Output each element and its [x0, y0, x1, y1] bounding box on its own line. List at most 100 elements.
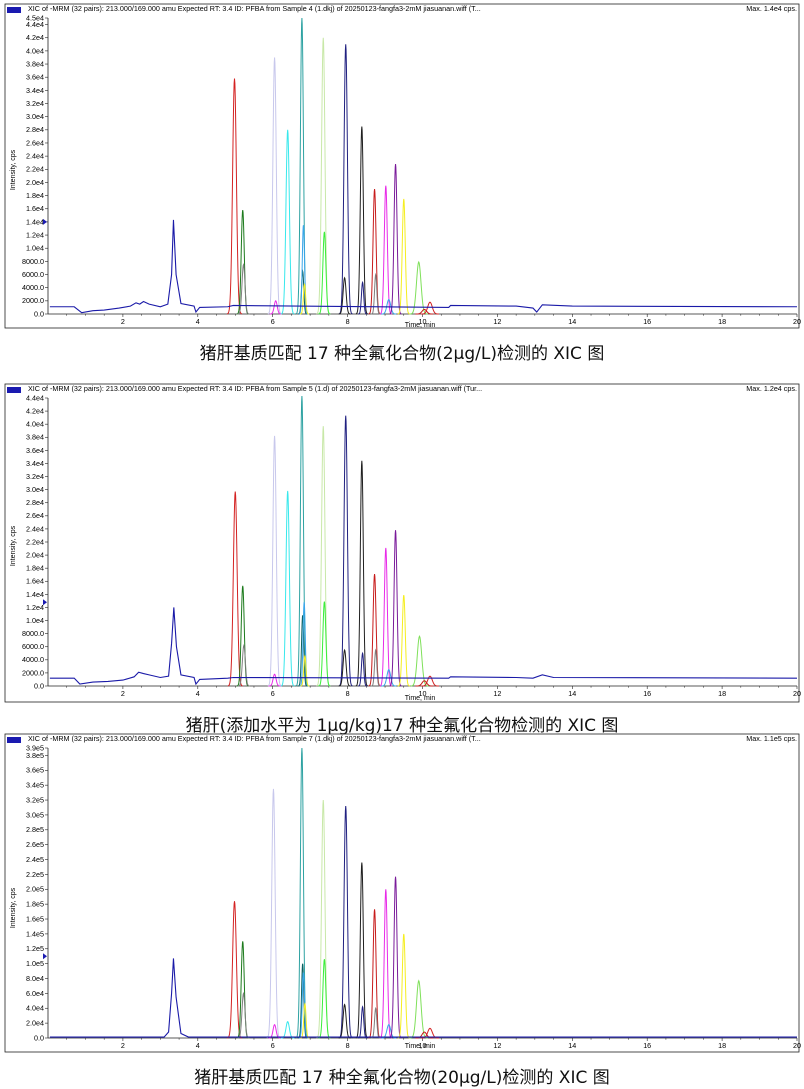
y-tick-label: 0.0: [34, 309, 44, 318]
chromatogram-peak: [381, 298, 397, 315]
x-tick-label: 12: [493, 1041, 501, 1050]
y-tick-label: 3.4e5: [26, 781, 44, 790]
y-tick-label: 3.6e4: [26, 73, 44, 82]
chart-header: XIC of -MRM (32 pairs): 213.000/169.000 …: [28, 734, 481, 743]
chromatogram-peak: [338, 415, 353, 687]
x-tick-label: 2: [121, 1041, 125, 1050]
y-tick-label: 2.6e4: [26, 138, 44, 147]
y-tick-label: 0.0: [34, 681, 44, 690]
chromatogram-peak: [420, 301, 439, 315]
y-tick-label: 1.4e4: [26, 217, 44, 226]
chromatogram-peak: [298, 972, 308, 1039]
trace-color-marker: [7, 737, 21, 743]
y-tick-label: 2.4e4: [26, 524, 44, 533]
y-tick-label: 6000.0: [22, 642, 44, 651]
chromatogram-peak: [226, 901, 243, 1039]
chromatogram-peak: [298, 225, 308, 315]
chromatogram-peak: [389, 876, 402, 1039]
chromatogram-peak: [280, 490, 295, 687]
y-tick-label: 0.0: [34, 1033, 44, 1042]
chromatogram-peak: [338, 648, 351, 687]
y-tick-label: 4000.0: [22, 655, 44, 664]
max-intensity-label: Max. 1.2e4 cps.: [746, 384, 797, 393]
chromatogram-peak: [267, 435, 282, 687]
y-tick-label: 3.2e4: [26, 99, 44, 108]
y-tick-label: 8000.0: [22, 629, 44, 638]
chromatogram-peak: [280, 129, 295, 315]
y-tick-label: 2.8e4: [26, 125, 44, 134]
y-tick-label: 3.8e4: [26, 433, 44, 442]
x-tick-label: 6: [271, 689, 275, 698]
y-tick-label: 4.0e4: [26, 420, 44, 429]
y-tick-label: 1.8e4: [26, 564, 44, 573]
chromatogram-peak: [358, 651, 368, 687]
y-tick-label: 2.2e4: [26, 165, 44, 174]
chromatogram-peak: [267, 57, 282, 315]
x-tick-label: 20: [793, 317, 801, 326]
chromatogram-peak: [226, 78, 243, 315]
baseline-trace: [49, 607, 798, 686]
chromatogram-peak: [318, 959, 331, 1039]
chromatogram-peak: [300, 282, 310, 315]
chromatogram-peak: [409, 979, 428, 1039]
y-tick-label: 4.4e4: [26, 393, 44, 402]
chromatogram-peak: [316, 426, 331, 687]
y-tick-label: 1.2e4: [26, 603, 44, 612]
y-tick-label: 4.4e4: [26, 20, 44, 29]
chromatogram-peak: [397, 933, 410, 1039]
y-tick-label: 3.8e4: [26, 59, 44, 68]
y-tick-label: 1.4e5: [26, 929, 44, 938]
x-tick-label: 20: [793, 689, 801, 698]
x-axis-label: Time, min: [405, 1043, 436, 1050]
chromatogram-peak: [358, 280, 368, 315]
max-intensity-marker: [43, 953, 47, 960]
y-tick-label: 2.0e4: [26, 550, 44, 559]
chromatogram-peak: [420, 1027, 439, 1039]
chromatogram-peak: [316, 800, 331, 1039]
y-tick-label: 1.0e4: [26, 616, 44, 625]
chromatogram-peak: [318, 601, 331, 687]
x-axis-label: Time, min: [405, 322, 436, 329]
x-tick-label: 4: [196, 1041, 200, 1050]
chromatogram-peak: [338, 805, 353, 1039]
x-tick-label: 10: [419, 317, 427, 326]
y-tick-label: 1.4e4: [26, 590, 44, 599]
y-tick-label: 1.0e4: [26, 244, 44, 253]
y-tick-label: 6.0e4: [26, 989, 44, 998]
chromatogram-peak: [355, 862, 368, 1039]
y-tick-label: 3.8e5: [26, 751, 44, 760]
max-intensity-marker: [43, 218, 47, 225]
y-tick-label: 6000.0: [22, 270, 44, 279]
y-tick-label: 1.2e5: [26, 944, 44, 953]
y-tick-label: 3.4e4: [26, 459, 44, 468]
max-intensity-label: Max. 1.1e5 cps.: [746, 734, 797, 743]
chromatogram-peak: [415, 680, 434, 687]
y-tick-label: 3.2e5: [26, 795, 44, 804]
chromatogram-peak: [415, 1031, 434, 1039]
y-tick-label: 2.2e5: [26, 870, 44, 879]
y-tick-label: 1.8e4: [26, 191, 44, 200]
chromatogram-peak: [269, 300, 282, 315]
x-tick-label: 18: [718, 689, 726, 698]
y-tick-label: 8000.0: [22, 257, 44, 266]
x-tick-label: 8: [346, 317, 350, 326]
x-tick-label: 6: [271, 1041, 275, 1050]
chromatogram-peak: [420, 675, 439, 687]
x-tick-label: 10: [419, 689, 427, 698]
x-tick-label: 8: [346, 689, 350, 698]
x-tick-label: 2: [121, 317, 125, 326]
chromatogram-peak: [379, 185, 392, 315]
chromatogram-peak: [300, 654, 310, 687]
x-tick-label: 4: [196, 689, 200, 698]
xic-chart-panel-2: XIC of -MRM (32 pairs): 213.000/169.000 …: [4, 383, 801, 703]
chart-header: XIC of -MRM (32 pairs): 213.000/169.000 …: [28, 4, 481, 13]
chart-caption: 猪肝基质匹配 17 种全氟化合物(20μg/L)检测的 XIC 图: [194, 1068, 610, 1088]
y-tick-label: 3.4e4: [26, 86, 44, 95]
y-tick-label: 3.6e4: [26, 446, 44, 455]
chromatogram-peak: [397, 198, 410, 315]
chart-caption: 猪肝基质匹配 17 种全氟化合物(2μg/L)检测的 XIC 图: [199, 344, 605, 364]
x-tick-label: 16: [643, 1041, 651, 1050]
x-tick-label: 14: [568, 689, 576, 698]
chart-frame: [4, 383, 800, 703]
y-tick-label: 2000.0: [22, 296, 44, 305]
